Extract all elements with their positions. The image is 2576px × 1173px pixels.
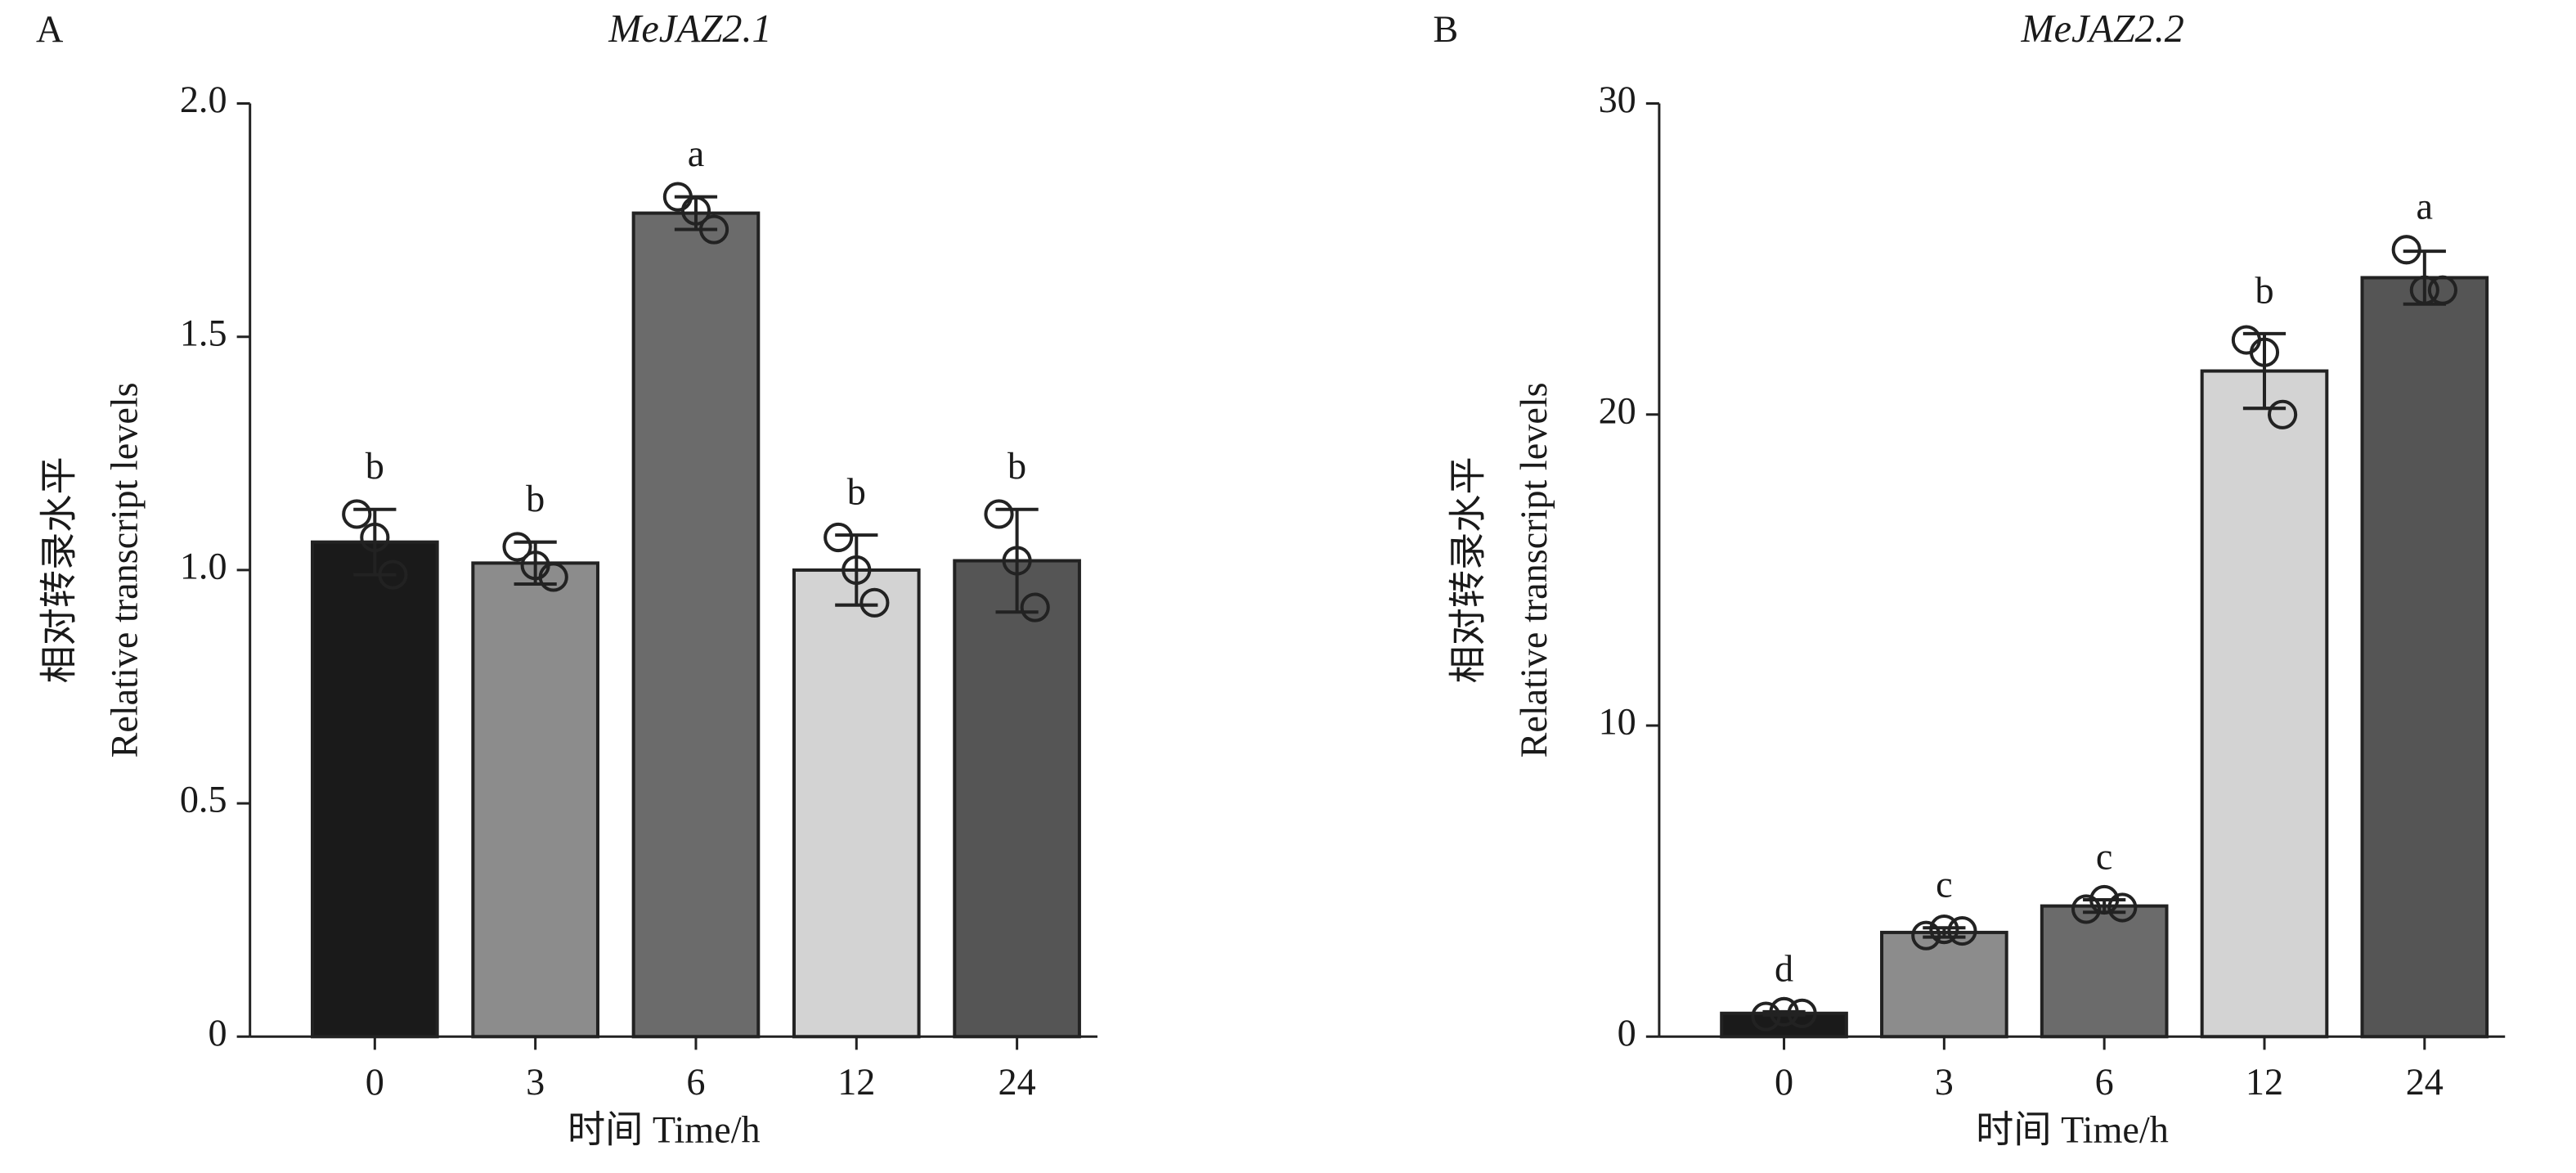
data-point [1769,996,1799,1027]
x-tick-label: 24 [999,1061,1036,1103]
y-tick-label: 1.0 [180,546,227,587]
data-point [984,499,1014,529]
data-point [662,182,693,212]
significance-label: b [526,478,545,519]
x-tick-label: 3 [526,1061,545,1103]
data-point [2268,399,2298,429]
bar [631,211,761,1039]
y-tick-label: 30 [1599,79,1636,120]
data-point [2249,337,2280,367]
y-tick-label: 0 [1618,1012,1636,1054]
significance-label: b [2255,269,2273,311]
x-tick-label: 12 [2246,1061,2283,1103]
data-point [2107,892,2138,923]
data-point [1929,915,1959,945]
bar [792,568,921,1039]
chart: A MeJAZ2.1 相对转录水平 Relative transcript level… [36,7,1098,1150]
x-axis-label: 时间 Time/h [568,1108,761,1150]
bar [471,561,599,1039]
significance-label: c [2096,835,2113,877]
data-point [1787,998,1817,1028]
y-axis-label: Relative transcript levels [104,382,146,757]
significance-label: a [2417,186,2434,227]
bar [2360,276,2489,1039]
data-point [2391,235,2421,265]
chart-title: MeJAZ2.2 [2020,7,2183,51]
significance-label: c [1936,864,1953,906]
y-tick-label: 10 [1599,701,1636,743]
bar [1880,930,2008,1039]
x-tick-label: 24 [2406,1061,2444,1103]
significance-label: b [366,445,384,487]
data-point [342,499,372,529]
bar [2040,904,2169,1039]
x-tick-label: 6 [2095,1061,2114,1103]
significance-label: b [847,471,866,513]
data-point [2089,884,2120,915]
y-axis-label: 相对转录水平 [38,456,79,683]
data-point [680,196,711,226]
data-point [859,587,890,618]
data-point [2427,275,2457,305]
y-tick-label: 2.0 [180,79,227,120]
y-axis-label: 相对转录水平 [1447,456,1489,683]
bar [2200,369,2329,1039]
data-point [1947,915,1977,946]
x-tick-label: 0 [1775,1061,1793,1103]
chart-title: MeJAZ2.1 [608,7,771,51]
x-tick-label: 3 [1935,1061,1954,1103]
data-point [2409,275,2439,305]
chart: B MeJAZ2.2 相对转录水平 Relative transcript level… [1433,7,2506,1150]
data-point [1002,546,1032,576]
data-point [824,522,854,553]
y-tick-label: 1.5 [180,312,227,353]
y-tick-label: 0.5 [180,779,227,820]
data-point [502,532,532,562]
data-point [2231,325,2261,355]
panel-label: B [1433,8,1458,50]
y-axis-label: Relative transcript levels [1513,382,1555,757]
x-tick-label: 6 [686,1061,705,1103]
significance-label: b [1008,445,1026,487]
significance-label: a [688,133,705,174]
y-tick-label: 0 [208,1012,227,1054]
x-axis-label: 时间 Time/h [1976,1108,2169,1150]
x-tick-label: 12 [837,1061,875,1103]
data-point [378,560,408,590]
data-point [1911,920,1941,951]
bar [953,559,1081,1039]
significance-label: d [1775,947,1793,989]
data-point [360,522,390,553]
x-tick-label: 0 [366,1061,384,1103]
data-point [538,562,568,592]
data-point [1751,1001,1781,1031]
bar [310,540,439,1039]
y-tick-label: 20 [1599,389,1636,431]
data-point [841,555,872,585]
data-point [2071,894,2102,924]
data-point [698,214,729,245]
panel-label: A [36,8,64,50]
data-point [1020,592,1050,622]
